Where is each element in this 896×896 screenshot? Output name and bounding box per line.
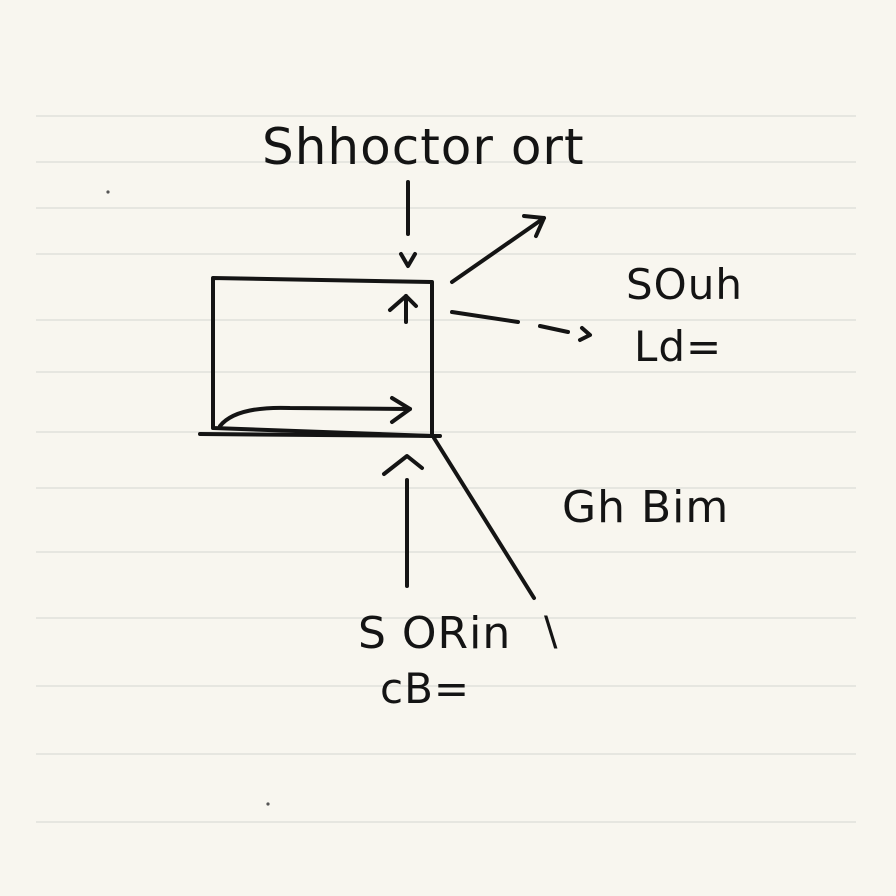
label-bottom-line2: cB=: [380, 664, 471, 713]
inner-curved-arrow: [218, 396, 412, 428]
label-right-line2: Ld=: [634, 322, 723, 371]
rectangle-box: [198, 276, 442, 438]
label-top: Shhoctor ort: [262, 118, 585, 176]
inner-up-arrow: [388, 294, 418, 324]
diagonal-down-line: [432, 436, 536, 600]
ink-specks: [106, 190, 270, 806]
ruled-lines: [36, 115, 856, 823]
diagonal-up-arrow: [450, 214, 546, 284]
top-down-arrow: [399, 180, 417, 268]
label-right-line1: SOuh: [626, 260, 743, 309]
label-middle: Gh Bim: [562, 482, 730, 533]
dashed-right-arrow: [450, 310, 592, 342]
bottom-up-arrow: [382, 454, 424, 588]
label-tick-mark: \: [544, 609, 559, 655]
label-bottom-line1: S ORin: [358, 608, 512, 659]
